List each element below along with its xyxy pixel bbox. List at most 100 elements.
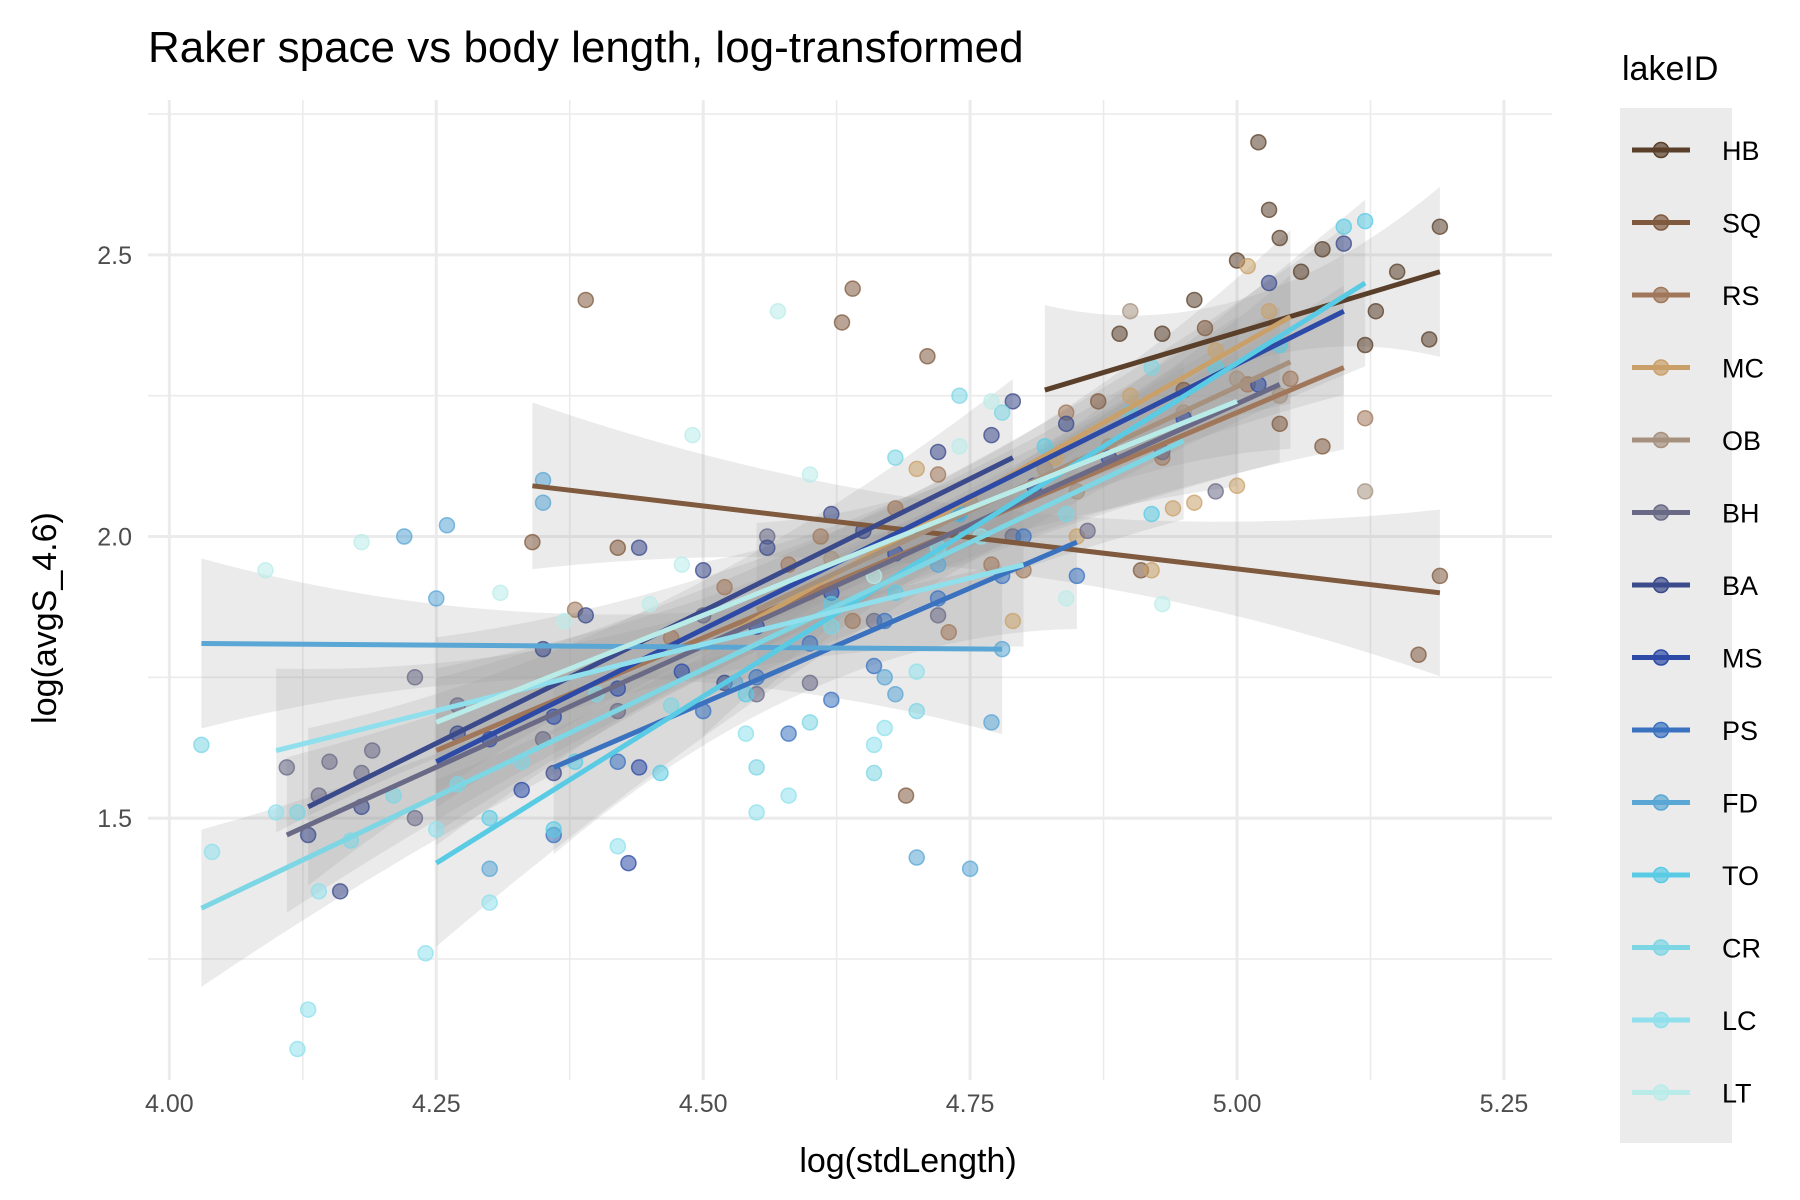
legend-label: TO <box>1722 861 1759 891</box>
point-ba <box>1335 235 1353 252</box>
fit-line-bh <box>285 382 1281 838</box>
point-fd <box>438 516 456 534</box>
point-lt <box>983 393 1000 410</box>
legend-point <box>1652 504 1670 521</box>
fit-lines <box>200 269 1441 911</box>
point-lc <box>876 719 893 737</box>
point-cr <box>887 449 904 466</box>
point-cr <box>289 804 306 821</box>
point-hb <box>1271 229 1288 247</box>
point-mc <box>1239 257 1256 275</box>
point-sq <box>609 539 627 557</box>
point-lc <box>428 821 445 838</box>
legend-label: CR <box>1722 934 1761 964</box>
point-ba <box>331 883 349 900</box>
point-sq <box>1314 438 1331 455</box>
point-ms <box>630 759 648 776</box>
x-tick-label: 4.50 <box>679 1090 728 1118</box>
point-hb <box>1111 325 1128 342</box>
point-lc <box>417 945 434 962</box>
legend-label: OB <box>1722 426 1761 456</box>
point-cr <box>193 736 210 754</box>
point-ms <box>620 854 637 872</box>
legend-label: MC <box>1722 354 1764 384</box>
point-hb <box>1292 263 1310 281</box>
point-fd <box>876 669 893 686</box>
point-bh <box>1207 483 1224 500</box>
fit-line-ps <box>552 539 1078 770</box>
point-ba <box>1057 415 1075 433</box>
point-lt <box>641 595 659 613</box>
point-ob <box>1356 483 1374 500</box>
legend-item-lc: LC <box>1632 1006 1757 1036</box>
point-cr <box>993 404 1011 421</box>
legend-item-to: TO <box>1632 861 1759 891</box>
point-rs <box>716 578 733 596</box>
x-tick-label: 4.25 <box>412 1090 461 1118</box>
point-fd <box>887 685 904 703</box>
point-mc <box>1004 612 1022 630</box>
point-mc <box>1186 494 1203 511</box>
point-bh <box>406 809 424 827</box>
point-bh <box>278 759 296 776</box>
point-lt <box>556 612 573 630</box>
point-hb <box>1367 302 1385 320</box>
point-lt <box>353 533 370 551</box>
legend-label: RS <box>1722 281 1760 311</box>
legend-label: MS <box>1722 644 1763 674</box>
point-ba <box>1004 393 1022 410</box>
point-ob <box>1122 302 1139 320</box>
point-sq <box>1410 646 1427 664</box>
point-hb <box>1154 325 1171 342</box>
point-fd <box>481 860 498 878</box>
point-hb <box>1186 291 1203 309</box>
legend-label: LT <box>1722 1079 1752 1109</box>
point-mc <box>908 460 925 478</box>
point-lc <box>748 804 765 821</box>
point-ps <box>865 657 883 675</box>
point-to <box>652 764 669 782</box>
point-sq <box>919 348 936 365</box>
point-rs <box>1356 409 1374 427</box>
point-ps <box>1068 567 1086 585</box>
legend-point <box>1652 721 1670 739</box>
fit-line-ms <box>435 308 1345 765</box>
point-bh <box>1079 522 1096 540</box>
fit-line-cr <box>200 438 1185 911</box>
legend-label: PS <box>1722 716 1758 746</box>
legend-point <box>1652 649 1670 666</box>
point-to <box>1143 505 1160 523</box>
point-bh <box>321 753 338 771</box>
point-mc <box>1260 302 1278 320</box>
point-sq <box>897 787 915 804</box>
point-to <box>1335 218 1353 235</box>
point-lt <box>492 584 509 602</box>
x-axis-label: log(stdLength) <box>799 1142 1016 1180</box>
legend-point <box>1652 1084 1670 1101</box>
legend-point <box>1652 1011 1670 1029</box>
legend-item-cr: CR <box>1632 934 1761 964</box>
point-lt <box>1057 590 1075 607</box>
point-to <box>481 809 498 827</box>
point-sq <box>1089 393 1107 410</box>
legend-item-mc: MC <box>1632 354 1764 384</box>
fit-line-lt <box>435 399 1238 725</box>
point-hb <box>1314 241 1331 258</box>
point-cr <box>1057 505 1075 523</box>
point-lc <box>203 843 221 861</box>
x-tick-label: 5.25 <box>1480 1090 1529 1118</box>
legend-key-background <box>1620 108 1732 1143</box>
point-sq <box>524 533 541 551</box>
point-cr <box>865 764 883 782</box>
point-cr <box>908 702 925 720</box>
point-lt <box>769 302 787 320</box>
point-rs <box>844 612 861 630</box>
x-tick-label: 4.75 <box>946 1090 995 1118</box>
legend-title: lakeID <box>1622 50 1718 88</box>
point-hb <box>1420 331 1438 348</box>
point-cr <box>748 759 765 776</box>
x-tick-label: 4.00 <box>145 1090 194 1118</box>
point-fd <box>395 528 413 545</box>
point-lt <box>951 438 968 455</box>
point-cr <box>662 697 680 714</box>
